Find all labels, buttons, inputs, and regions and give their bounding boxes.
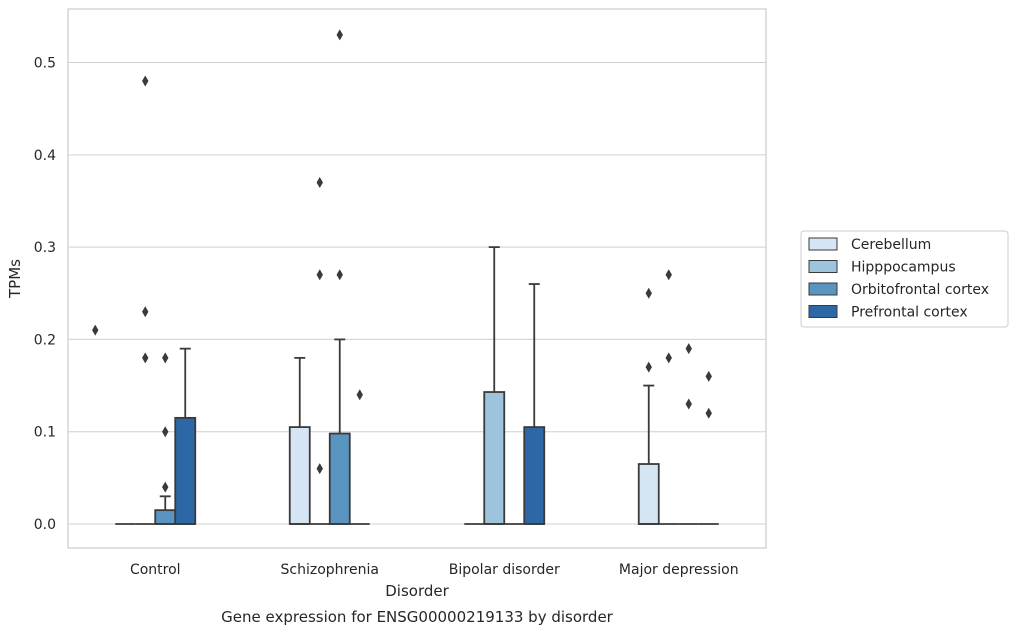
outlier-point xyxy=(705,407,712,419)
outlier-point xyxy=(142,352,149,364)
legend-label: Prefrontal cortex xyxy=(851,305,968,321)
y-tick-label: 0.1 xyxy=(34,425,56,441)
box-body xyxy=(288,426,311,525)
box-orbitofrontal-cortex xyxy=(154,352,177,525)
outlier-point xyxy=(162,481,169,493)
outlier-point xyxy=(336,269,343,281)
legend: Cerebellum Hipppocampus Orbitofrontal cort… xyxy=(800,230,1009,328)
outlier-point xyxy=(316,463,323,475)
outlier-point xyxy=(645,287,652,299)
box-orbitofrontal-cortex xyxy=(678,343,699,525)
outlier-point xyxy=(356,389,363,401)
legend-swatch xyxy=(808,282,838,296)
box-prefrontal-cortex xyxy=(349,389,370,525)
chart-caption: Gene expression for ENSG00000219133 by d… xyxy=(221,608,614,626)
outlier-point xyxy=(665,352,672,364)
x-axis-ticks: Control Schizophrenia Bipolar disorder Majo… xyxy=(130,562,739,578)
box-cerebellum xyxy=(288,356,311,525)
box-body xyxy=(523,426,546,525)
outlier-point xyxy=(705,370,712,382)
legend-label: Hipppocampus xyxy=(851,260,956,276)
y-axis-title: TPMs xyxy=(6,259,24,299)
box-body xyxy=(174,416,197,525)
outlier-point xyxy=(316,269,323,281)
box-prefrontal-cortex xyxy=(174,347,197,525)
outlier-point xyxy=(316,177,323,189)
outlier-point xyxy=(142,75,149,87)
box-hipppocampus xyxy=(135,75,156,525)
outlier-point xyxy=(162,352,169,364)
y-tick-label: 0.2 xyxy=(34,332,56,348)
box-cerebellum xyxy=(637,287,660,525)
outlier-point xyxy=(685,398,692,410)
outlier-point xyxy=(685,343,692,355)
x-axis-title: Disorder xyxy=(385,582,449,600)
y-tick-label: 0.0 xyxy=(34,517,56,533)
legend-swatch xyxy=(808,260,838,273)
plot-area xyxy=(67,8,767,549)
box-hipppocampus xyxy=(309,177,330,525)
outlier-point xyxy=(162,426,169,438)
y-tick-label: 0.5 xyxy=(34,56,56,72)
legend-label: Cerebellum xyxy=(851,237,931,253)
outlier-point xyxy=(336,29,343,41)
legend-swatch xyxy=(808,305,838,318)
box-series xyxy=(92,29,719,525)
x-tick-label: Bipolar disorder xyxy=(449,562,560,578)
box-orbitofrontal-cortex xyxy=(328,29,351,525)
outlier-point xyxy=(92,324,99,336)
outlier-point xyxy=(142,306,149,318)
legend-frame xyxy=(800,230,1009,328)
legend-label: Orbitofrontal cortex xyxy=(851,282,989,298)
box-hipppocampus xyxy=(483,246,506,525)
box-body xyxy=(154,509,177,525)
x-tick-label: Control xyxy=(130,562,181,578)
box-hipppocampus xyxy=(658,269,679,525)
outlier-point xyxy=(645,361,652,373)
outlier-point xyxy=(665,269,672,281)
box-prefrontal-cortex xyxy=(523,283,546,525)
y-tick-label: 0.3 xyxy=(34,240,56,256)
y-axis-ticks: 0.0 0.1 0.2 0.3 0.4 0.5 xyxy=(34,56,56,533)
box-body xyxy=(483,391,506,525)
legend-swatch xyxy=(808,237,838,251)
x-tick-label: Major depression xyxy=(619,562,739,578)
y-tick-label: 0.4 xyxy=(34,148,56,164)
box-body xyxy=(637,463,660,525)
box-body xyxy=(328,432,351,525)
box-prefrontal-cortex xyxy=(698,370,719,525)
x-tick-label: Schizophrenia xyxy=(281,562,379,578)
gridlines xyxy=(68,62,766,525)
